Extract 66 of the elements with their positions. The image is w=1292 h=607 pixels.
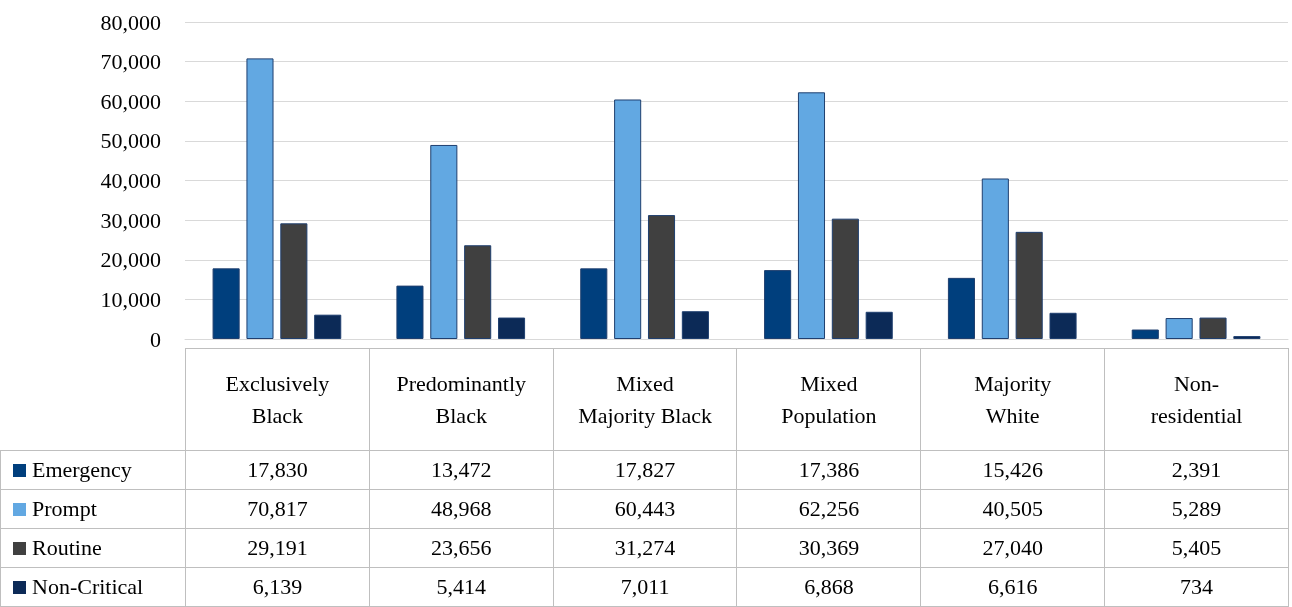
x-tick-label: Mixed Majority Black [553,348,737,451]
data-label: 60,443 [553,489,737,529]
x-tick-label: Exclusively Black [185,348,370,451]
data-label: 6,139 [185,567,370,607]
y-tick-label: 50,000 [100,128,161,154]
bar [1015,231,1043,339]
x-tick-label: Mixed Population [736,348,921,451]
legend-label: Routine [0,528,186,568]
data-label: 5,289 [1104,489,1289,529]
data-label: 2,391 [1104,450,1289,490]
data-label: 29,191 [185,528,370,568]
data-label: 48,968 [369,489,554,529]
data-label: 5,414 [369,567,554,607]
x-tick-label: Non-residential [1104,348,1289,451]
data-label: 62,256 [736,489,921,529]
bar [580,268,608,339]
bar [1199,317,1227,339]
bar [1165,318,1193,339]
data-label: 13,472 [369,450,554,490]
legend-label: Prompt [0,489,186,529]
data-label: 23,656 [369,528,554,568]
data-label: 27,040 [920,528,1105,568]
data-label: 6,616 [920,567,1105,607]
bar [464,245,492,339]
bar [947,277,975,339]
y-tick-label: 60,000 [100,88,161,114]
bar [1131,329,1159,339]
data-label: 17,386 [736,450,921,490]
bar [280,223,308,339]
data-label: 17,830 [185,450,370,490]
legend-label: Emergency [0,450,186,490]
data-label: 7,011 [553,567,737,607]
bar [396,285,424,339]
data-label: 6,868 [736,567,921,607]
bar [1049,312,1077,339]
legend-label: Non-Critical [0,567,186,607]
data-label: 5,405 [1104,528,1289,568]
bar [865,311,893,339]
bar [498,317,526,339]
data-label: 17,827 [553,450,737,490]
x-tick-label: Predominantly Black [369,348,554,451]
y-tick-label: 0 [150,326,161,352]
bar [314,314,342,339]
bar [647,215,676,339]
data-label: 15,426 [920,450,1105,490]
x-tick-label: Majority White [920,348,1105,451]
bar [430,144,458,339]
data-label: 31,274 [553,528,737,568]
data-label: 40,505 [920,489,1105,529]
bar [246,58,274,339]
bar [797,92,826,339]
y-tick-label: 40,000 [100,168,161,193]
y-tick-label: 30,000 [100,207,161,233]
bar [764,270,792,339]
y-tick-label: 20,000 [100,247,161,273]
bar [614,99,642,339]
data-label: 30,369 [736,528,921,568]
y-tick-label: 70,000 [100,49,161,75]
y-tick-label: 10,000 [100,286,161,312]
bar [831,218,859,339]
data-label: 70,817 [185,489,370,529]
y-tick-label: 80,000 [100,9,161,35]
data-label: 734 [1104,567,1289,607]
bar [212,268,240,339]
bar [981,178,1009,339]
bar [681,311,709,339]
